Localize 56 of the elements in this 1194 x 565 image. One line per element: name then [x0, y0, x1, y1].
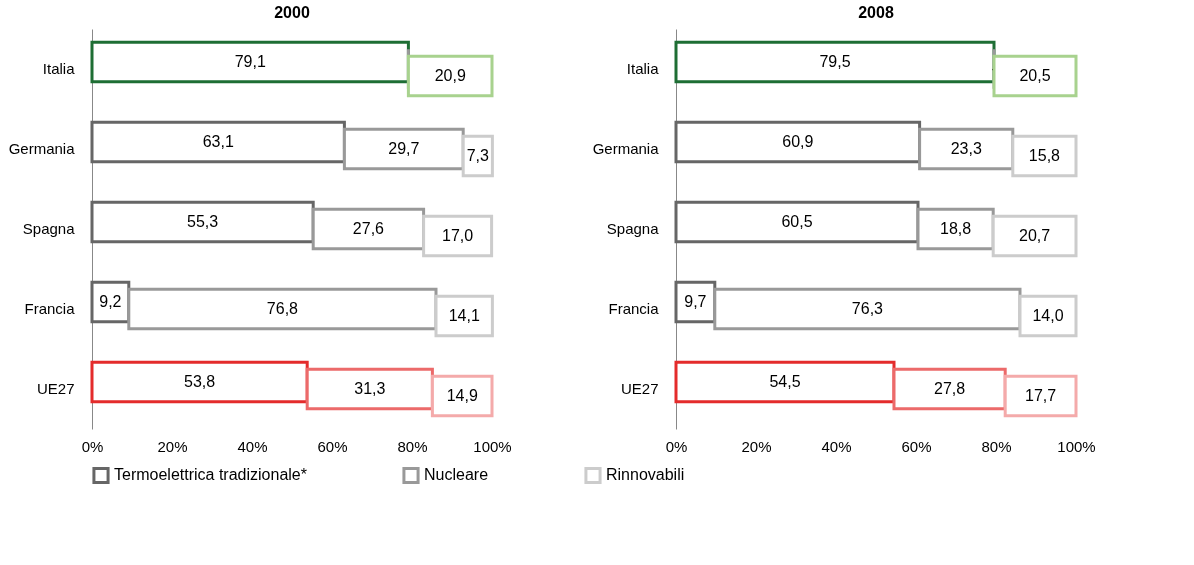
- chart-title: 2008: [858, 4, 894, 21]
- data-label: 17,7: [1025, 387, 1057, 404]
- legend-label: Termoelettrica tradizionale*: [114, 466, 307, 484]
- data-label: 53,8: [184, 373, 216, 390]
- data-label: 14,9: [446, 387, 478, 404]
- y-tick-label: UE27: [620, 380, 659, 397]
- y-tick-label: Germania: [8, 140, 76, 157]
- data-label: 27,6: [352, 220, 385, 237]
- data-label: 76,3: [851, 300, 884, 317]
- legend-label: Nucleare: [424, 466, 489, 484]
- x-tick-label: 0%: [81, 437, 104, 455]
- y-tick-label: Francia: [608, 300, 660, 317]
- data-label: 60,9: [782, 133, 814, 150]
- data-label: 14,1: [448, 307, 480, 324]
- y-tick-label: Italia: [42, 60, 76, 77]
- x-tick-label: 80%: [981, 437, 1012, 455]
- y-tick-label: UE27: [36, 380, 75, 397]
- x-tick-label: 20%: [741, 437, 772, 455]
- data-label: 20,7: [1019, 227, 1051, 244]
- data-label: 27,8: [934, 380, 966, 397]
- data-label: 79,1: [234, 53, 266, 70]
- x-tick-label: 100%: [1057, 437, 1096, 455]
- data-label: 31,3: [354, 380, 386, 397]
- data-label: 9,2: [99, 293, 122, 310]
- data-label: 20,9: [434, 67, 466, 84]
- data-label: -: [991, 60, 997, 77]
- x-tick-label: 80%: [397, 437, 428, 455]
- x-tick-label: 40%: [821, 437, 852, 455]
- y-tick-label: Francia: [24, 300, 76, 317]
- legend-label: Rinnovabili: [606, 466, 685, 484]
- x-tick-label: 40%: [237, 437, 268, 455]
- data-label: 9,7: [684, 293, 707, 310]
- data-label: 15,8: [1028, 147, 1061, 164]
- data-label: 7,3: [466, 147, 490, 164]
- x-tick-label: 100%: [473, 437, 512, 455]
- y-tick-label: Spagna: [22, 220, 76, 237]
- x-tick-label: 60%: [901, 437, 932, 455]
- x-tick-label: 60%: [317, 437, 348, 455]
- y-tick-label: Germania: [592, 140, 660, 157]
- data-label: 20,5: [1019, 67, 1051, 84]
- data-label: 55,3: [187, 213, 219, 230]
- data-label: 18,8: [940, 220, 972, 237]
- chart-title: 2000: [274, 4, 310, 21]
- data-label: 54,5: [769, 373, 801, 390]
- x-tick-label: 0%: [665, 437, 688, 455]
- y-tick-label: Spagna: [606, 220, 660, 237]
- x-tick-label: 20%: [157, 437, 188, 455]
- data-label: 63,1: [202, 133, 234, 150]
- y-tick-label: Italia: [626, 60, 660, 77]
- data-label: 17,0: [442, 227, 474, 244]
- data-label: 76,8: [266, 300, 299, 317]
- data-label: 23,3: [950, 140, 982, 157]
- data-label: 29,7: [388, 140, 420, 157]
- data-label: 14,0: [1032, 307, 1064, 324]
- data-label: 60,5: [781, 213, 813, 230]
- data-label: 79,5: [819, 53, 851, 70]
